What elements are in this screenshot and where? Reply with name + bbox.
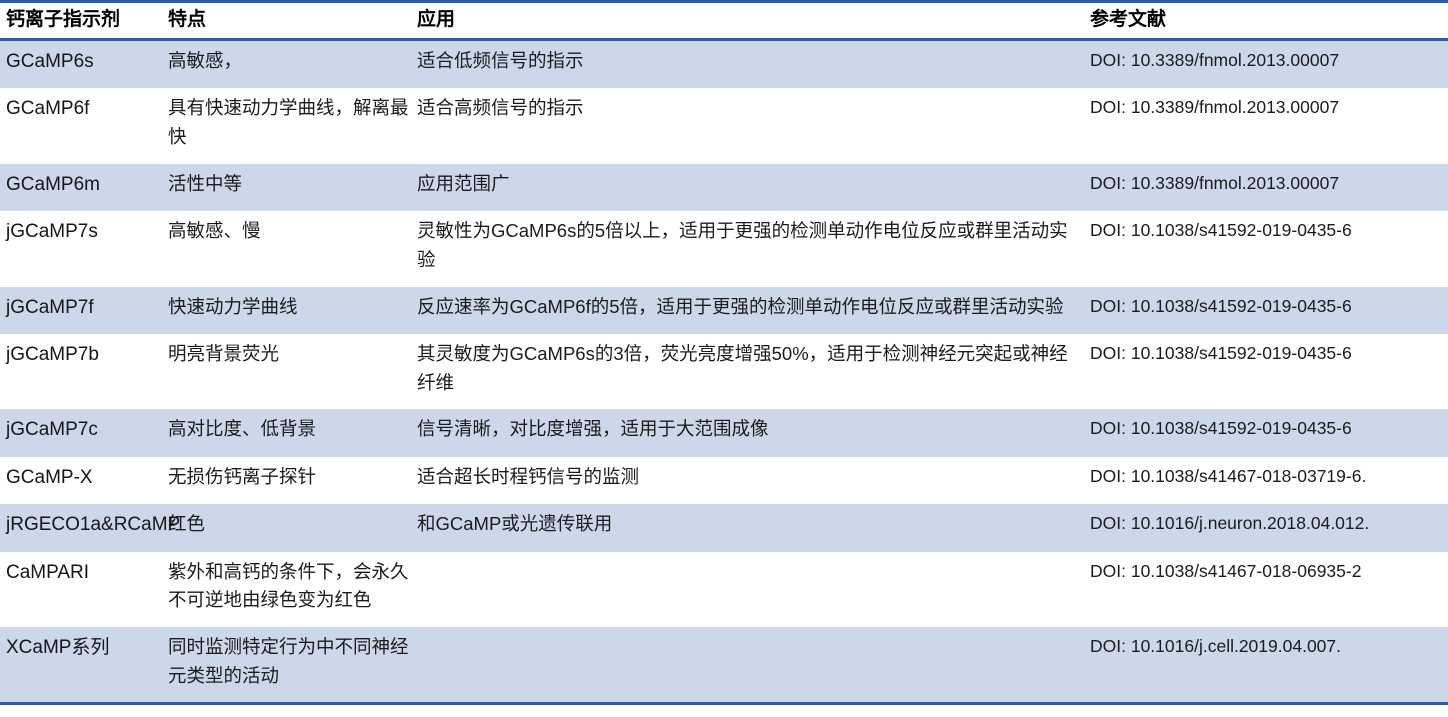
cell-indicator: GCaMP-X — [6, 466, 93, 488]
table-row: jGCaMP7b 明亮背景荧光 其灵敏度为GCaMP6s的3倍，荧光亮度增强50%，… — [0, 333, 1448, 410]
cell-indicator: GCaMP6m — [6, 173, 100, 195]
cell-application: 其灵敏度为GCaMP6s的3倍，荧光亮度增强50%，适用于检测神经元突起或神经纤… — [417, 342, 1068, 393]
cell-application: 应用范围广 — [417, 172, 510, 194]
cell-reference: DOI: 10.1038/s41467-018-03719-6. — [1090, 465, 1367, 486]
cell-feature: 活性中等 — [168, 172, 243, 194]
cell-reference: DOI: 10.1016/j.neuron.2018.04.012. — [1090, 513, 1370, 534]
column-header-feature: 特点 — [168, 1, 417, 41]
cell-feature: 快速动力学曲线 — [168, 295, 298, 317]
cell-reference: DOI: 10.3389/fnmol.2013.00007 — [1090, 49, 1340, 70]
cell-feature: 高敏感， — [168, 49, 243, 71]
cell-feature: 红色 — [168, 513, 206, 535]
cell-reference: DOI: 10.3389/fnmol.2013.00007 — [1090, 172, 1340, 193]
cell-indicator: jGCaMP7b — [6, 343, 99, 365]
table-row: jGCaMP7s 高敏感、慢 灵敏性为GCaMP6s的5倍以上，适用于更强的检测单动… — [0, 211, 1448, 287]
cell-feature: 明亮背景荧光 — [168, 342, 280, 364]
table-row: GCaMP-X 无损伤钙离子探针 适合超长时程钙信号的监测 DOI: 10.1038/… — [0, 456, 1448, 505]
table-header: 钙离子指示剂 特点 应用 参考文献 — [0, 1, 1448, 41]
cell-reference: DOI: 10.3389/fnmol.2013.00007 — [1090, 97, 1340, 118]
table-header-row: 钙离子指示剂 特点 应用 参考文献 — [0, 1, 1448, 41]
table-row: GCaMP6m 活性中等 应用范围广 DOI: 10.3389/fnmol.2013.… — [0, 163, 1448, 212]
cell-application — [417, 627, 1090, 704]
cell-indicator: XCaMP系列 — [6, 636, 110, 658]
cell-reference: DOI: 10.1038/s41592-019-0435-6 — [1090, 295, 1352, 316]
cell-indicator: jGCaMP7c — [6, 419, 98, 441]
cell-feature: 具有快速动力学曲线，解离最快 — [168, 97, 409, 148]
table-row: jGCaMP7c 高对比度、低背景 信号清晰，对比度增强，适用于大范围成像 DOI: … — [0, 409, 1448, 457]
table-row: jGCaMP7f 快速动力学曲线 反应速率为GCaMP6f的5倍，适用于更强的检测单… — [0, 286, 1448, 334]
cell-application: 适合低频信号的指示 — [417, 49, 584, 71]
cell-indicator: jGCaMP7f — [6, 296, 94, 318]
cell-reference: DOI: 10.1038/s41592-019-0435-6 — [1090, 220, 1352, 241]
table-row: jRGECO1a&RCaMP 红色 和GCaMP或光遗传联用 DOI: 10.1016… — [0, 504, 1448, 552]
table-row: GCaMP6f 具有快速动力学曲线，解离最快 适合高频信号的指示 DOI: 10.33… — [0, 88, 1448, 164]
cell-application: 信号清晰，对比度增强，适用于大范围成像 — [417, 418, 769, 440]
cell-feature: 同时监测特定行为中不同神经元类型的活动 — [168, 635, 409, 686]
cell-application: 反应速率为GCaMP6f的5倍，适用于更强的检测单动作电位反应或群里活动实验 — [417, 295, 1064, 317]
cell-indicator: jGCaMP7s — [6, 221, 98, 243]
cell-application: 适合高频信号的指示 — [417, 97, 584, 119]
column-header-reference: 参考文献 — [1090, 1, 1448, 41]
table-row: GCaMP6s 高敏感， 适合低频信号的指示 DOI: 10.3389/fnmol.2… — [0, 39, 1448, 89]
cell-application: 适合超长时程钙信号的监测 — [417, 465, 640, 487]
cell-application: 灵敏性为GCaMP6s的5倍以上，适用于更强的检测单动作电位反应或群里活动实验 — [417, 220, 1068, 270]
cell-application: 和GCaMP或光遗传联用 — [417, 513, 613, 535]
column-header-indicator: 钙离子指示剂 — [0, 1, 168, 41]
cell-feature: 无损伤钙离子探针 — [168, 465, 317, 487]
cell-indicator: GCaMP6f — [6, 98, 90, 120]
cell-reference: DOI: 10.1038/s41467-018-06935-2 — [1090, 560, 1362, 581]
table-row: CaMPARI 紫外和高钙的条件下，会永久不可逆地由绿色变为红色 DOI: 10.1… — [0, 551, 1448, 627]
table-row: XCaMP系列 同时监测特定行为中不同神经元类型的活动 DOI: 10.1016/j… — [0, 626, 1448, 704]
cell-feature: 紫外和高钙的条件下，会永久不可逆地由绿色变为红色 — [168, 560, 409, 611]
cell-application — [417, 552, 1090, 627]
cell-indicator: GCaMP6s — [6, 50, 94, 72]
cell-feature: 高敏感、慢 — [168, 220, 261, 242]
table-body: GCaMP6s 高敏感， 适合低频信号的指示 DOI: 10.3389/fnmol.2… — [0, 39, 1448, 704]
cell-indicator: CaMPARI — [6, 561, 90, 583]
column-header-application: 应用 — [417, 1, 1090, 41]
cell-reference: DOI: 10.1016/j.cell.2019.04.007. — [1090, 635, 1342, 656]
cell-reference: DOI: 10.1038/s41592-019-0435-6 — [1090, 342, 1352, 363]
cell-reference: DOI: 10.1038/s41592-019-0435-6 — [1090, 418, 1352, 439]
cell-feature: 高对比度、低背景 — [168, 418, 317, 440]
cell-indicator: jRGECO1a&RCaMP — [6, 514, 181, 536]
